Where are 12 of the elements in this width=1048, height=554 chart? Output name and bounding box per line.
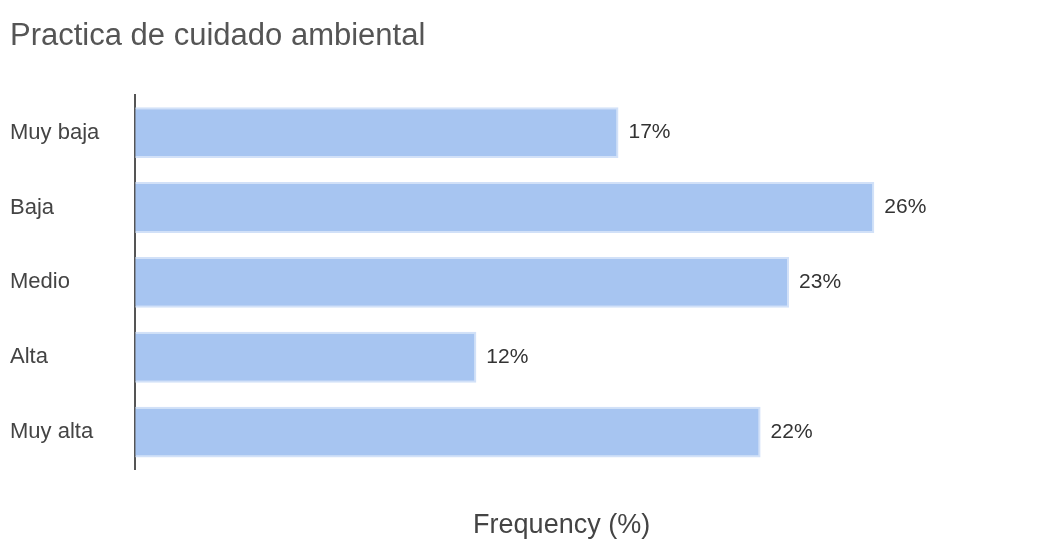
y-tick-label: Baja xyxy=(10,193,55,219)
data-label: 17% xyxy=(628,119,671,143)
data-label: 23% xyxy=(799,269,842,293)
x-axis-title: Frequency (%) xyxy=(473,509,651,540)
y-tick-label: Medio xyxy=(10,268,70,294)
y-tick-label: Muy alta xyxy=(10,418,94,444)
y-tick-label: Muy baja xyxy=(10,118,101,144)
data-label: 22% xyxy=(770,418,813,442)
chart-title: Practica de cuidado ambiental xyxy=(10,17,426,53)
y-tick-label: Alta xyxy=(10,343,49,369)
data-label: 26% xyxy=(884,194,927,218)
data-label: 12% xyxy=(486,344,529,368)
